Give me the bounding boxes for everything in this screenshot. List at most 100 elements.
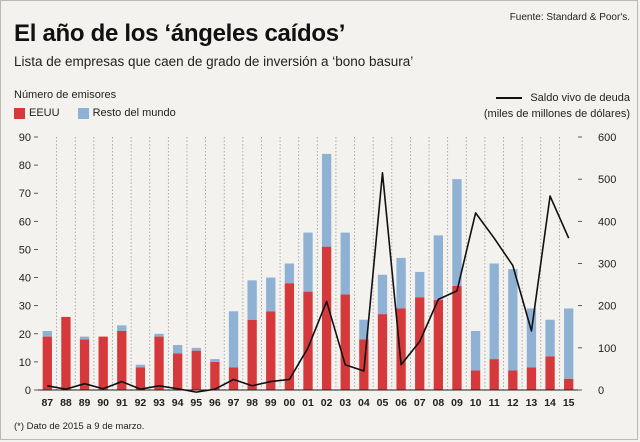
bar-rest <box>247 280 257 320</box>
x-tick-label: 06 <box>395 397 407 409</box>
right-tick-label: 300 <box>598 259 616 271</box>
bar-rest <box>79 336 90 340</box>
right-tick-label: 200 <box>598 301 616 313</box>
bar-rest <box>135 364 146 368</box>
line-legend: Saldo vivo de deuda (miles de millones d… <box>484 90 630 122</box>
bar-us <box>42 336 52 390</box>
chart-subtitle: Lista de empresas que caen de grado de i… <box>14 54 414 69</box>
right-tick-label: 600 <box>598 132 616 144</box>
bar-rest <box>210 359 220 362</box>
source-note: Fuente: Standard & Poor's. <box>509 12 630 23</box>
bar-us <box>98 336 108 390</box>
x-tick-label: 01 <box>302 397 314 409</box>
bar-us <box>470 370 481 390</box>
line-legend-unit: (miles de millones de dólares) <box>483 108 630 120</box>
x-tick-label: 96 <box>209 397 221 409</box>
left-tick-label: 50 <box>19 244 31 256</box>
bar-rest <box>415 271 425 298</box>
bar-rest <box>396 257 406 309</box>
rest-swatch <box>77 107 89 119</box>
x-tick-label: 95 <box>190 397 202 409</box>
right-tick-label: 400 <box>598 216 616 228</box>
x-tick-label: 94 <box>172 397 184 409</box>
x-tick-label: 09 <box>451 397 463 409</box>
x-tick-label: 02 <box>321 397 333 409</box>
bar-us <box>247 319 257 390</box>
bar-us <box>284 283 295 390</box>
bar-us <box>433 300 443 390</box>
x-tick-label: 12 <box>507 397 519 409</box>
bar-rest <box>433 235 443 301</box>
debt-line <box>47 172 570 393</box>
left-tick-label: 80 <box>19 160 31 172</box>
bar-rest <box>117 325 127 331</box>
x-tick-label: 10 <box>470 397 482 409</box>
bar-us <box>117 330 127 390</box>
x-tick-label: 04 <box>358 397 370 409</box>
bar-rest <box>284 263 295 284</box>
left-tick-label: 10 <box>19 357 31 369</box>
left-tick-label: 60 <box>19 216 31 228</box>
bar-us <box>545 356 555 390</box>
x-tick-label: 11 <box>489 397 500 409</box>
line-legend-label: Saldo vivo de deuda <box>530 92 630 104</box>
x-tick-label: 93 <box>153 397 165 409</box>
x-tick-label: 13 <box>526 397 538 409</box>
bar-rest <box>508 269 518 371</box>
x-tick-label: 92 <box>135 397 147 409</box>
rest-legend-label: Resto del mundo <box>92 107 176 119</box>
bar-us <box>564 378 574 390</box>
left-tick-label: 70 <box>19 188 31 200</box>
bar-us <box>191 350 201 390</box>
bar-rest <box>359 319 369 340</box>
line-swatch <box>496 97 523 99</box>
bar-rest <box>266 277 276 312</box>
x-tick-label: 00 <box>284 397 296 409</box>
bar-rest <box>228 311 239 368</box>
bar-us <box>79 339 90 390</box>
bar-us <box>526 367 537 390</box>
bar-rest <box>42 330 52 337</box>
bar-rest <box>321 153 332 247</box>
bar-rest <box>526 308 537 368</box>
bar-rest <box>191 347 201 351</box>
bar-us <box>340 294 350 390</box>
right-tick-label: 0 <box>598 385 604 397</box>
x-tick-label: 90 <box>97 397 109 409</box>
x-tick-label: 05 <box>377 397 389 409</box>
bar-rest <box>340 232 350 295</box>
bar-rest <box>470 330 481 371</box>
us-legend-label: EEUU <box>29 107 60 119</box>
bar-rest <box>377 274 388 315</box>
x-tick-label: 03 <box>339 397 351 409</box>
bar-us <box>508 370 518 390</box>
chart-title: El año de los ‘ángeles caídos’ <box>14 20 346 47</box>
bar-us <box>489 359 499 390</box>
x-tick-label: 97 <box>228 397 240 409</box>
bar-legend: EEUU Resto del mundo <box>14 107 176 119</box>
bar-us <box>321 246 332 390</box>
x-tick-label: 87 <box>41 397 53 409</box>
left-tick-label: 20 <box>19 329 31 341</box>
bar-us <box>266 311 276 390</box>
bar-us <box>210 361 220 390</box>
bar-us <box>377 314 388 390</box>
x-tick-label: 14 <box>544 397 556 409</box>
bar-rest <box>154 333 164 337</box>
x-tick-label: 89 <box>79 397 91 409</box>
us-swatch <box>14 107 25 119</box>
bar-us <box>173 353 183 390</box>
bar-us <box>396 308 406 390</box>
bar-rest <box>489 263 499 360</box>
bar-rest <box>303 232 313 292</box>
x-tick-label: 15 <box>563 397 575 409</box>
bar-us <box>154 336 164 390</box>
left-tick-label: 40 <box>19 273 31 285</box>
bar-us <box>135 367 146 390</box>
bar-rest <box>545 319 555 357</box>
bar-us <box>415 297 425 390</box>
bar-rest <box>564 308 574 379</box>
x-tick-label: 91 <box>116 397 128 409</box>
